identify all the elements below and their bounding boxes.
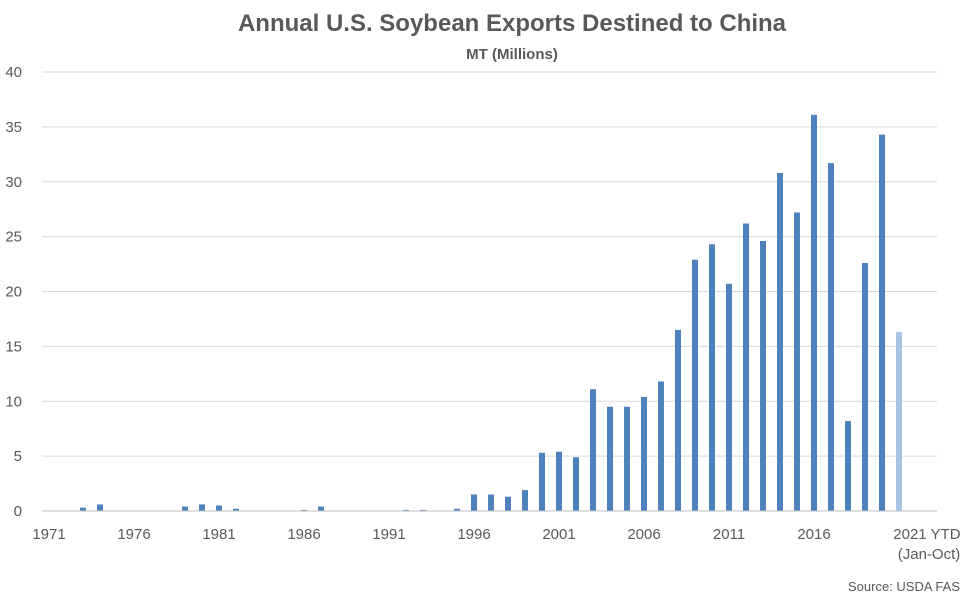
- bar: [675, 329, 681, 511]
- x-tick-label: 2011: [713, 526, 745, 543]
- y-tick-label: 30: [5, 174, 22, 191]
- y-tick-label: 35: [5, 119, 22, 136]
- y-axis-ticks: 0 5 10 15 20 25 30 35 40: [5, 64, 22, 520]
- bar: [658, 381, 664, 511]
- bar: [607, 406, 613, 511]
- bar: [794, 212, 800, 511]
- x-tick-label: 2006: [627, 526, 660, 543]
- bar: [420, 509, 426, 511]
- bar: [522, 490, 528, 511]
- bars: [80, 114, 902, 512]
- bar: [505, 496, 511, 511]
- chart-subtitle: MT (Millions): [466, 46, 558, 63]
- bar: [199, 504, 205, 511]
- bar: [403, 509, 409, 511]
- y-tick-label: 5: [14, 448, 22, 465]
- x-tick-label: 1976: [117, 526, 150, 543]
- bar: [845, 421, 851, 511]
- y-tick-label: 0: [14, 503, 22, 520]
- bar: [590, 389, 596, 511]
- chart-title: Annual U.S. Soybean Exports Destined to …: [238, 10, 787, 37]
- bar: [539, 452, 545, 511]
- bar: [862, 263, 868, 511]
- source-note: Source: USDA FAS: [848, 579, 960, 594]
- bar: [301, 509, 307, 511]
- x-tick-label: 1996: [457, 526, 490, 543]
- bar: [641, 396, 647, 511]
- y-tick-label: 10: [5, 393, 22, 410]
- bar: [692, 259, 698, 511]
- x-tick-label-last: 2021 YTD (Jan-Oct): [893, 526, 964, 563]
- bar: [777, 173, 783, 511]
- y-tick-label: 20: [5, 284, 22, 301]
- x-tick-label: 2001: [542, 526, 575, 543]
- bar: [828, 163, 834, 511]
- y-tick-label: 40: [5, 64, 22, 81]
- bar: [97, 504, 103, 511]
- y-tick-label: 25: [5, 229, 22, 246]
- gridlines: [42, 71, 937, 457]
- bar: [556, 451, 562, 511]
- bar: [573, 457, 579, 511]
- bar: [709, 244, 715, 512]
- bar: [216, 505, 222, 511]
- x-axis-ticks: 2021 YTD (Jan-Oct) 1971 1976 1981 1986 1991 1…: [32, 526, 964, 563]
- bar: [182, 506, 188, 511]
- x-tick-label-last-line1: 2021 YTD: [893, 526, 960, 543]
- bar: [471, 494, 477, 511]
- x-tick-label: 2016: [797, 526, 830, 543]
- x-tick-label: 1971: [32, 526, 65, 543]
- bar: [488, 494, 494, 511]
- bar: [624, 406, 630, 511]
- bar: [896, 332, 902, 511]
- bar: [233, 508, 239, 511]
- bar: [811, 114, 817, 512]
- bar: [726, 283, 732, 511]
- bar: [760, 241, 766, 511]
- bar: [318, 506, 324, 511]
- bar: [879, 134, 885, 511]
- bar: [80, 507, 86, 511]
- y-tick-label: 15: [5, 338, 22, 355]
- x-tick-label: 1991: [372, 526, 405, 543]
- x-tick-label: 1986: [287, 526, 320, 543]
- x-tick-label: 1981: [202, 526, 235, 543]
- x-tick-label-last-line2: (Jan-Oct): [898, 546, 961, 563]
- bar: [454, 508, 460, 511]
- bar: [743, 223, 749, 511]
